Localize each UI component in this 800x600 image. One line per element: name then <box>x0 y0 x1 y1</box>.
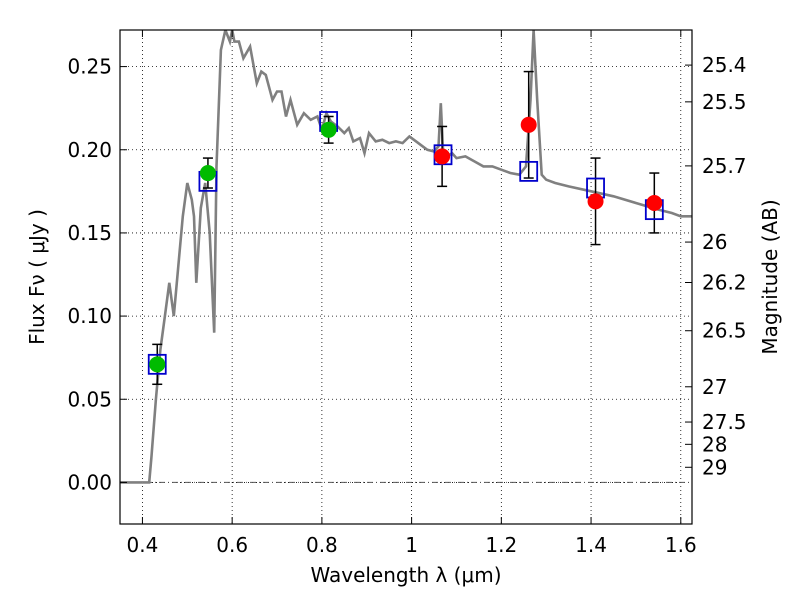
y-tick-label: 0.25 <box>67 55 112 79</box>
red-flux-point <box>520 116 537 133</box>
right-tick-label: 25.7 <box>702 154 747 178</box>
model-flux-square <box>147 353 167 375</box>
red-flux-point <box>587 193 604 210</box>
right-tick-label: 26.2 <box>702 270 747 294</box>
x-tick-label: 1.4 <box>575 533 607 557</box>
x-axis-ticks: 0.4 0.6 0.8 1 1.2 1.4 1.6 <box>127 30 697 557</box>
right-tick-label: 28 <box>702 432 727 456</box>
x-tick-label: 0.4 <box>127 533 159 557</box>
right-axis-label: Magnitude (AB) <box>758 199 782 354</box>
plot-frame <box>119 29 693 525</box>
right-tick-label: 26.5 <box>702 319 747 343</box>
error-bars <box>152 70 660 386</box>
right-tick-label: 25.4 <box>702 53 747 77</box>
model-spectrum-line <box>120 30 692 484</box>
right-tick-label: 25.5 <box>702 90 747 114</box>
x-tick-label: 1 <box>405 533 418 557</box>
green-flux-point <box>149 356 166 373</box>
right-tick-label: 27 <box>702 375 727 399</box>
right-tick-label: 27.5 <box>702 410 747 434</box>
green-flux-point <box>320 121 337 138</box>
x-tick-label: 1.6 <box>665 533 697 557</box>
green-flux-point <box>199 165 216 182</box>
y-tick-label: 0.05 <box>67 387 112 411</box>
y-tick-label: 0.20 <box>67 138 112 162</box>
grid <box>120 30 692 524</box>
y-tick-label: 0.10 <box>67 304 112 328</box>
model-flux-square <box>519 160 539 182</box>
x-tick-label: 0.6 <box>216 533 248 557</box>
right-tick-label: 29 <box>702 455 727 479</box>
model-flux-squares <box>147 111 664 375</box>
red-flux-point <box>434 148 451 165</box>
model-spectrum <box>120 30 692 484</box>
x-axis-label: Wavelength λ (μm) <box>310 563 501 587</box>
x-tick-label: 1.2 <box>485 533 517 557</box>
x-tick-label: 0.8 <box>306 533 338 557</box>
y-tick-label: 0.00 <box>67 470 112 494</box>
y-axis-label: Flux Fν ( μJy ) <box>25 209 49 345</box>
y-axis-ticks: 0.00 0.05 0.10 0.15 0.20 0.25 <box>67 55 127 494</box>
red-flux-point <box>646 194 663 211</box>
right-tick-label: 26 <box>702 230 727 254</box>
y-tick-label: 0.15 <box>67 221 112 245</box>
observed-flux-points <box>149 116 663 373</box>
